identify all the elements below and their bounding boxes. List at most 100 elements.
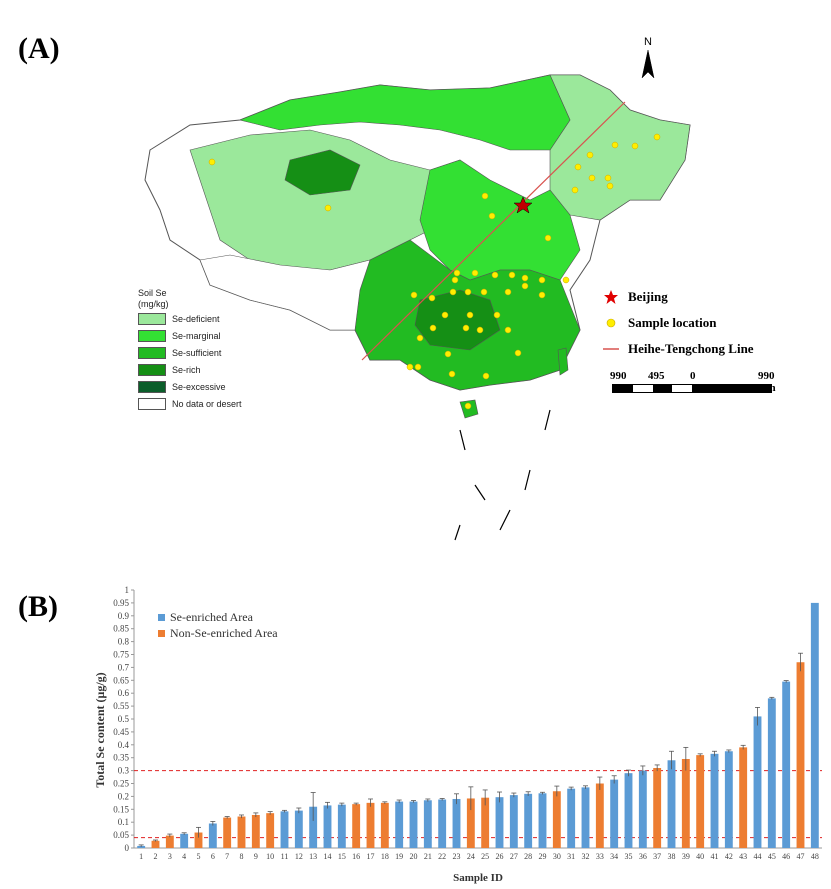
scale-label: 495 [648, 370, 665, 382]
dot-icon [600, 318, 622, 328]
soil-legend-label: Se-sufficient [172, 347, 222, 358]
x-tick-label: 37 [653, 852, 661, 861]
sample-point [521, 282, 529, 290]
x-tick-label: 33 [596, 852, 604, 861]
y-tick-label: 0.35 [113, 753, 129, 763]
north-arrow-icon [641, 49, 655, 79]
reference-lines [134, 770, 822, 839]
map-legend-beijing: Beijing [600, 284, 754, 310]
y-tick-label: 0.15 [113, 804, 129, 814]
sample-point [611, 141, 619, 149]
soil-legend-label: Se-excessive [172, 381, 226, 392]
bar [710, 753, 719, 848]
bar [409, 801, 418, 848]
soil-se-legend: Soil Se (mg/kg) Se-deficient Se-marginal… [138, 288, 242, 412]
x-tick-label: 43 [739, 852, 747, 861]
soil-legend-item: Se-rich [138, 361, 242, 378]
sample-point [410, 291, 418, 299]
soil-legend-item: No data or desert [138, 395, 242, 412]
se-rich-zone-2 [284, 149, 361, 196]
x-tick-label: 48 [811, 852, 819, 861]
y-tick-label: 0.1 [118, 817, 129, 827]
bar [782, 681, 791, 848]
sample-point [571, 186, 579, 194]
y-tick-label: 0.45 [113, 727, 129, 737]
x-tick-label: 38 [668, 852, 676, 861]
y-tick-label: 0.9 [118, 611, 130, 621]
y-tick-label: 0.75 [113, 650, 129, 660]
sample-point [208, 158, 216, 166]
sample-point [586, 151, 594, 159]
taiwan-island [557, 347, 569, 376]
chart-legend: Se-enriched Area Non-Se-enriched Area [158, 610, 278, 640]
x-tick-label: 9 [254, 852, 258, 861]
x-tick-label: 28 [524, 852, 532, 861]
bar [180, 833, 189, 848]
bar [466, 798, 475, 848]
sample-point [653, 133, 661, 141]
y-tick-label: 0.3 [118, 766, 130, 776]
bar [610, 779, 619, 848]
sample-label: Sample location [628, 315, 717, 330]
bar [137, 845, 146, 848]
bar [194, 832, 203, 848]
x-tick-label: 24 [467, 852, 475, 861]
sample-point [428, 294, 436, 302]
x-tick-label: 18 [381, 852, 389, 861]
y-tick-label: 1 [125, 585, 130, 595]
soil-legend-item: Se-marginal [138, 327, 242, 344]
bar [696, 755, 705, 848]
sample-point [521, 274, 529, 282]
bar [266, 813, 275, 848]
sample-point [464, 288, 472, 296]
sample-point [464, 402, 472, 410]
sample-point [538, 291, 546, 299]
sample-point [482, 372, 490, 380]
sample-point [488, 212, 496, 220]
sample-point [588, 174, 596, 182]
x-tick-label: 34 [610, 852, 618, 861]
sample-point [480, 288, 488, 296]
bar [223, 817, 232, 848]
bar [724, 751, 733, 848]
x-tick-label: 16 [352, 852, 360, 861]
sample-point [491, 271, 499, 279]
sample-point [441, 311, 449, 319]
bar [481, 797, 490, 848]
legend-swatch [138, 346, 166, 359]
bar [638, 770, 647, 848]
bar [796, 662, 805, 848]
x-tick-label: 23 [453, 852, 461, 861]
soil-legend-label: Se-rich [172, 364, 201, 375]
bar [509, 795, 518, 848]
y-tick-label: 0.05 [113, 830, 129, 840]
x-tick-label: 27 [510, 852, 518, 861]
map-legend-line: Heihe-Tengchong Line [600, 336, 754, 362]
bar [309, 806, 318, 848]
beijing-star [513, 196, 533, 214]
x-tick-label: 40 [696, 852, 704, 861]
bar [423, 800, 432, 848]
bar [581, 787, 590, 848]
sample-point [471, 269, 479, 277]
x-tick-label: 13 [309, 852, 317, 861]
y-tick-label: 0.85 [113, 624, 129, 634]
bar [337, 804, 346, 848]
legend-swatch [138, 380, 166, 393]
bars [137, 602, 819, 848]
x-tick-label: 19 [395, 852, 403, 861]
legend-swatch [138, 397, 166, 410]
x-tick-label: 11 [281, 852, 289, 861]
sample-locations [208, 133, 661, 410]
soil-legend-label: No data or desert [172, 398, 242, 409]
chart-axes: 0 0.05 0.1 0.15 0.2 0.25 0.3 0.35 0.4 0.45 0.5 0.55… [113, 585, 822, 861]
sample-point [493, 311, 501, 319]
y-tick-label: 0.8 [118, 637, 130, 647]
panel-a-label: (A) [18, 32, 60, 65]
map-legend: Beijing Sample location Heihe-Tengchong … [600, 284, 754, 362]
soil-legend-label: Se-marginal [172, 330, 221, 341]
beijing-label: Beijing [628, 289, 668, 304]
scale-bar [612, 384, 772, 393]
bar [395, 801, 404, 848]
sample-point [416, 334, 424, 342]
